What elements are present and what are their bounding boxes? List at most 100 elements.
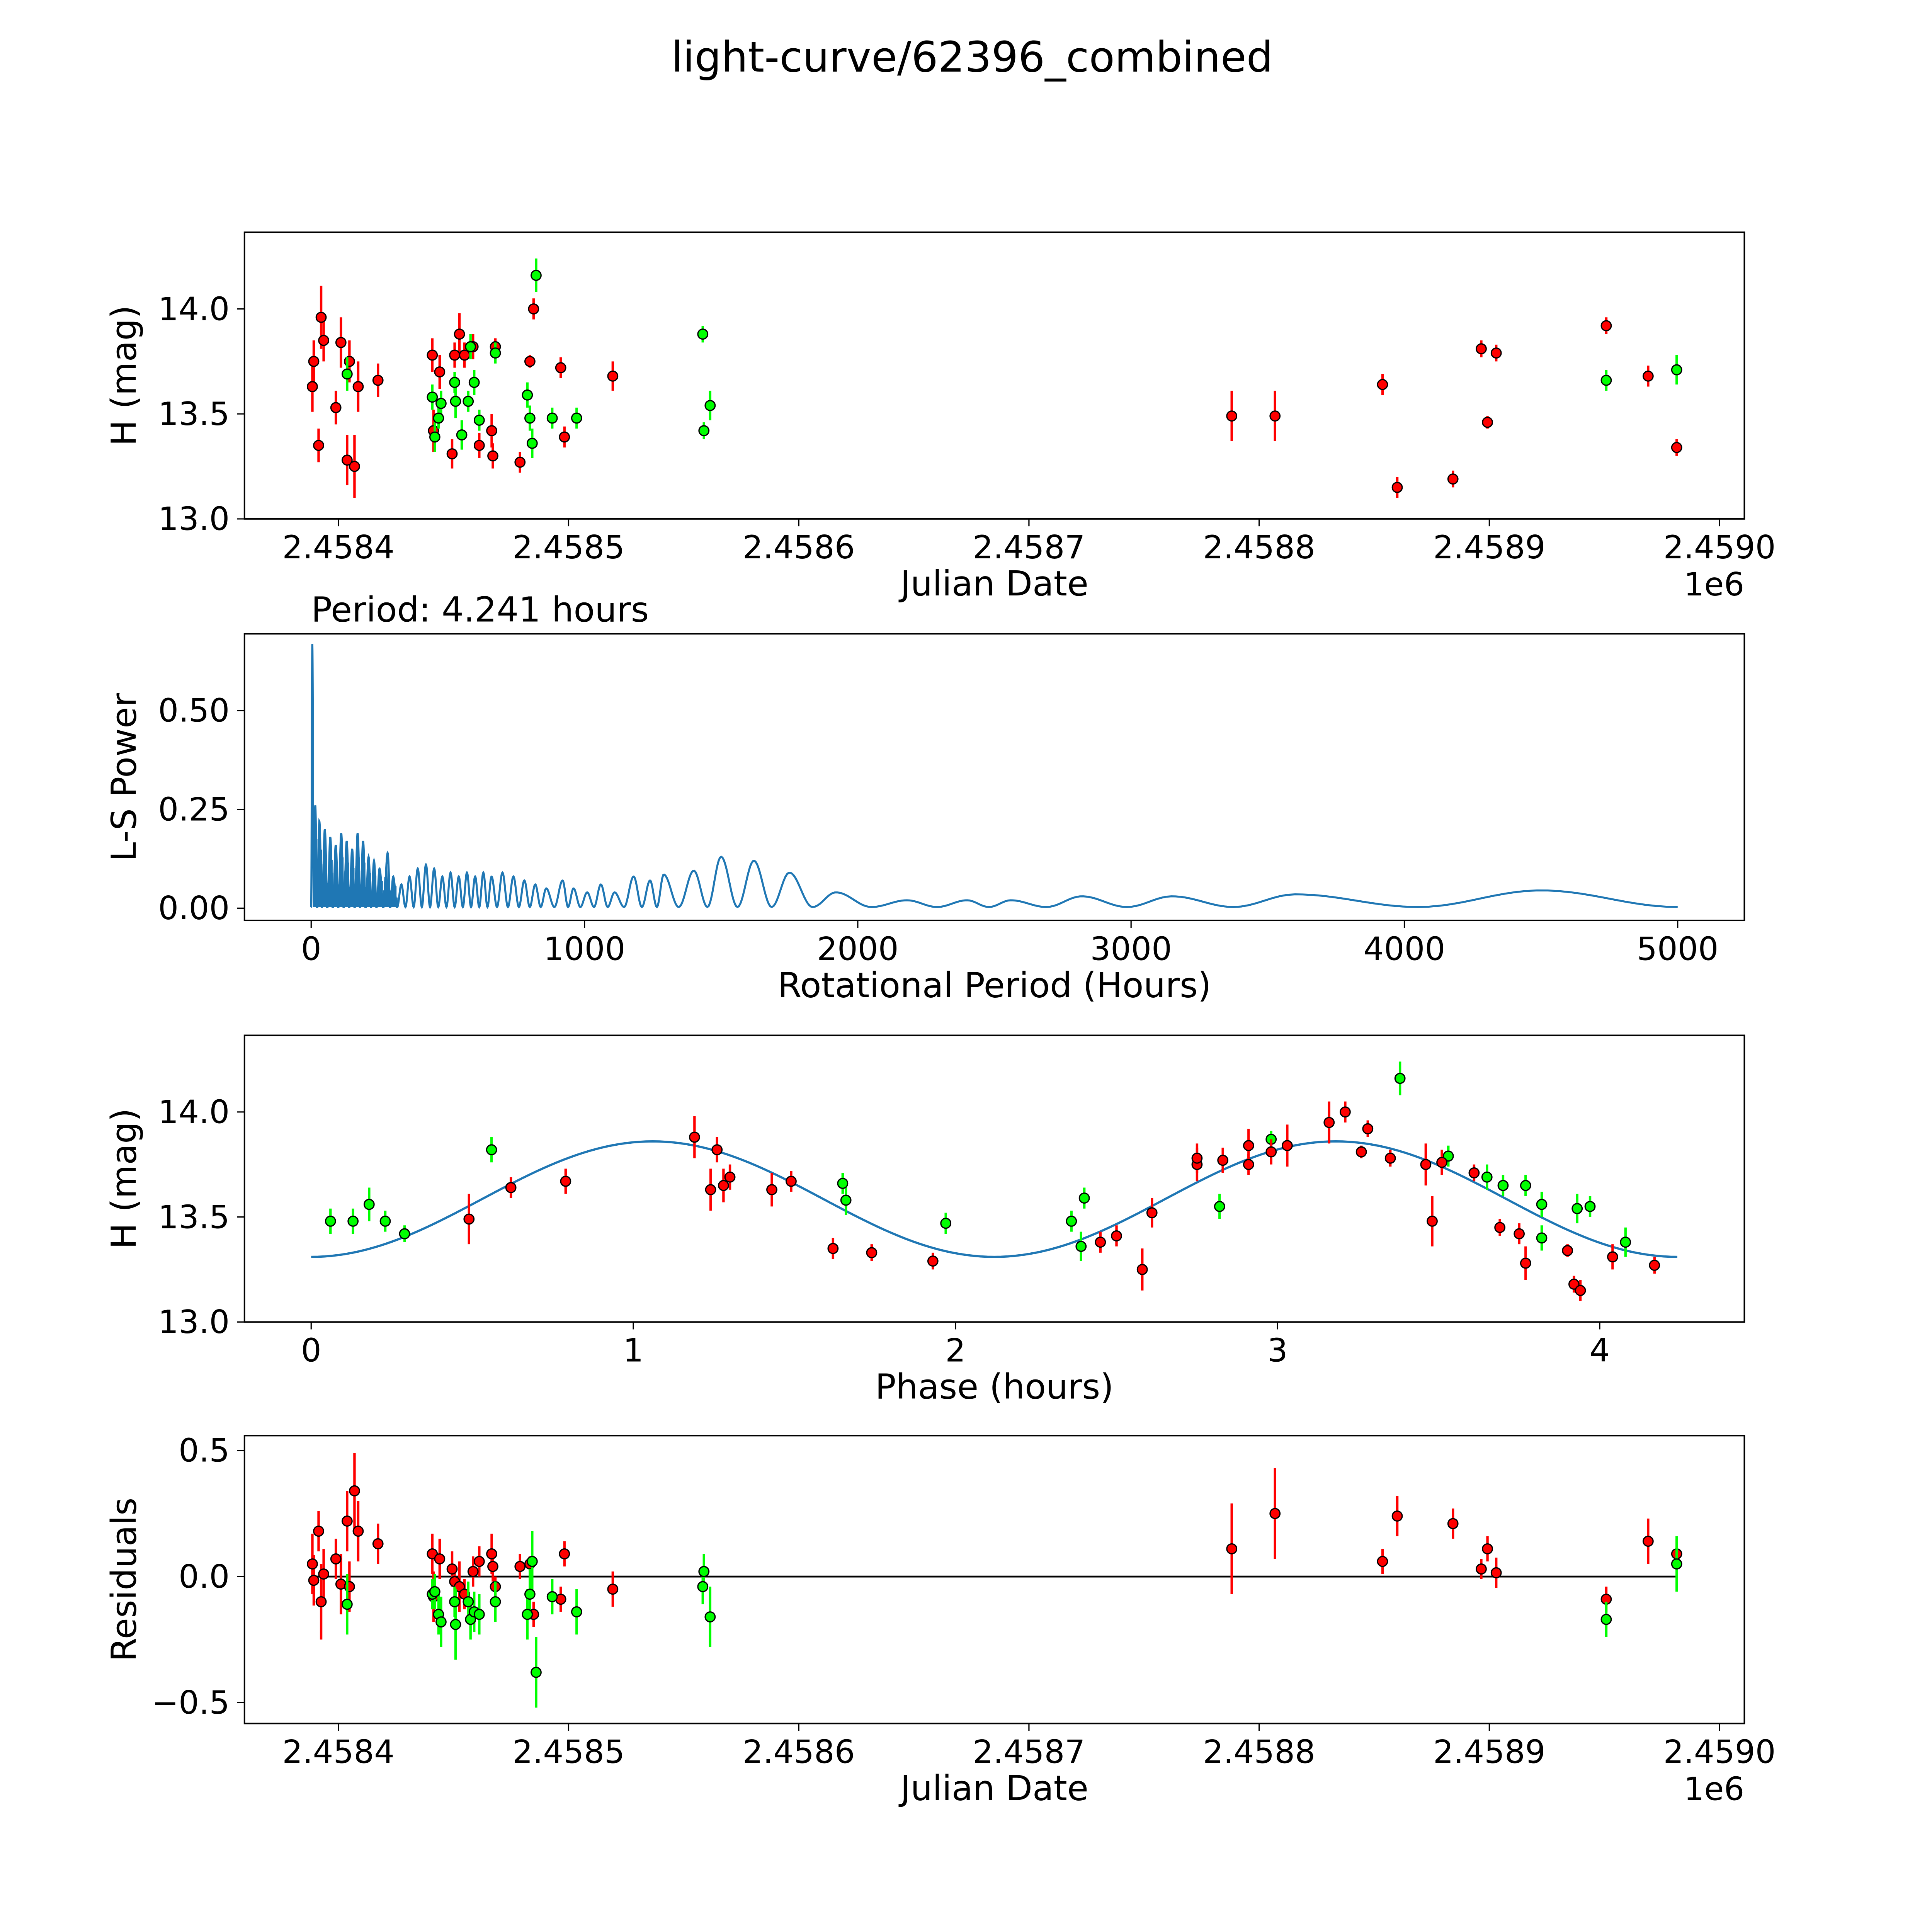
data-point [571,412,582,424]
data-point [1497,1180,1509,1191]
data-point [463,396,474,407]
x-offset-label: 1e6 [1684,566,1744,603]
data-point [1600,320,1612,332]
data-point [486,1548,497,1560]
data-point [465,341,476,352]
data-point [468,377,480,388]
data-point [1562,1245,1573,1256]
data-point [1671,442,1682,453]
data-point [341,1599,353,1610]
data-point [449,377,460,388]
data-point [927,1255,939,1267]
panel-residuals: 2.4584 2.4585 2.4586 2.4587 2.4588 2.4589 2.45… [104,1432,1776,1809]
data-point [1226,1543,1238,1554]
data-point [1427,1216,1438,1227]
data-point [724,1171,736,1183]
plot-area [307,1453,1682,1708]
panel-phased: 0 1 2 3 4 13.0 13.5 14.0 Phase (hours) H (mag) [104,1034,1745,1407]
y-tick-label: 14.0 [158,1094,230,1131]
data-point [487,1561,498,1572]
periodogram-line [310,644,1678,910]
data-point [531,270,542,281]
x-tick-label: 2 [945,1332,966,1369]
data-point [522,1609,533,1620]
data-point [1571,1203,1583,1214]
data-point [450,1619,461,1630]
data-point [1520,1180,1531,1191]
data-point [1075,1241,1087,1252]
x-tick-label: 2.4589 [1433,1733,1546,1771]
data-point [1066,1216,1077,1227]
data-point [1490,347,1502,359]
data-point [1226,410,1238,422]
panel-periodogram: 0 1000 2000 3000 4000 5000 0.00 0.25 0.50 Rotatio… [104,590,1745,1005]
y-tick-label: 0.00 [158,889,230,927]
data-point [1340,1106,1351,1118]
y-tick-label: −0.5 [151,1684,230,1721]
x-tick-label: 2.4584 [282,529,395,566]
data-point [463,1596,474,1607]
data-point [607,1583,619,1595]
data-point [349,1485,360,1497]
data-point [473,440,485,451]
data-point [1269,1508,1281,1519]
data-point [341,1515,353,1527]
x-axis-label: Phase (hours) [875,1367,1114,1407]
y-tick-label: 13.0 [158,500,230,538]
data-point [559,1548,570,1560]
data-point [433,412,444,424]
data-point [526,1556,538,1567]
y-axis-label: H (mag) [104,1108,144,1249]
data-point [1323,1117,1335,1128]
data-point [698,1566,710,1577]
x-tick-label: 2.4588 [1203,1733,1315,1771]
axes-frame [243,633,1745,922]
data-point [318,1568,330,1580]
data-point [490,1596,501,1607]
data-point [427,391,438,403]
data-point [1447,1518,1459,1529]
data-point [1476,1563,1487,1575]
x-axis-label: Rotational Period (Hours) [777,965,1211,1005]
data-point [486,425,497,437]
data-point [446,448,458,459]
data-point [705,1184,716,1196]
data-point [487,450,498,462]
data-point [1146,1207,1158,1219]
data-point [866,1247,878,1259]
figure-title: light-curve/62396_combined [671,32,1273,82]
series-red [463,1101,1660,1301]
y-tick-label: 14.0 [158,290,230,328]
data-point [1377,379,1388,390]
data-point [1281,1140,1293,1151]
data-point [1078,1192,1090,1204]
data-point [467,1566,479,1577]
y-tick-label: 13.5 [158,395,230,433]
y-axis-label: H (mag) [104,305,144,446]
data-point [307,1558,318,1570]
data-point [1111,1230,1122,1242]
data-point [1420,1159,1432,1170]
data-point [1447,473,1459,485]
data-point [456,429,468,440]
data-point [546,1591,558,1602]
data-point [940,1218,952,1229]
data-point [560,1175,571,1187]
data-point [341,368,353,380]
data-point [435,1616,447,1628]
x-tick-label: 2.4590 [1663,529,1776,566]
data-point [607,370,619,382]
y-tick-label: 0.5 [179,1432,230,1469]
data-point [449,1596,460,1607]
data-point [1607,1251,1618,1263]
data-point [704,1611,716,1622]
data-point [434,1553,446,1565]
data-point [372,1538,384,1549]
data-point [1355,1146,1367,1158]
data-point [349,461,360,472]
data-point [313,1526,324,1537]
data-point [450,396,461,407]
data-point [347,1216,359,1227]
data-point [1584,1201,1596,1212]
data-point [704,400,716,411]
